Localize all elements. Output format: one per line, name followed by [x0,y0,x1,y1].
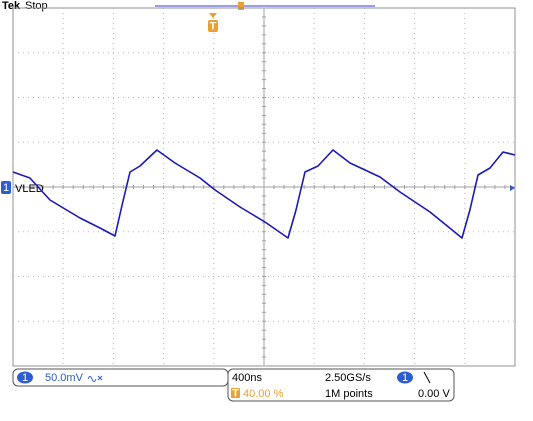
trigger-position-badge [231,388,240,398]
trigger-level: 0.00 V [418,388,450,400]
trigger-source-badge [397,371,413,384]
channel-ground-label: 1 [3,182,9,194]
trigger-position-badge-label: T [232,387,239,399]
graticule [12,7,516,367]
sample-rate: 2.50GS/s [325,372,371,384]
waveform [12,149,516,239]
trigger-badge [208,20,218,32]
trigger-level-marker [510,185,515,191]
trigger-arrow [209,13,217,18]
record-length: 1M points [325,388,373,400]
vertical-scale: 50.0mV [45,372,84,384]
trigger-position: 40.00 % [243,388,284,400]
record-view-marker [238,2,244,10]
coupling-icon [87,375,103,382]
time-per-division: 400ns [232,372,262,384]
brand: Tek [2,0,21,12]
trigger-marker: T [210,20,217,32]
waveforms [12,149,516,239]
channel-badge-label: 1 [22,372,28,384]
acquisition-status: Stop [25,0,48,12]
trigger-slope-icon [423,371,431,384]
channel-ground-badge [1,181,11,194]
trigger-source-label: 1 [402,372,408,384]
channel-badge [17,371,33,384]
